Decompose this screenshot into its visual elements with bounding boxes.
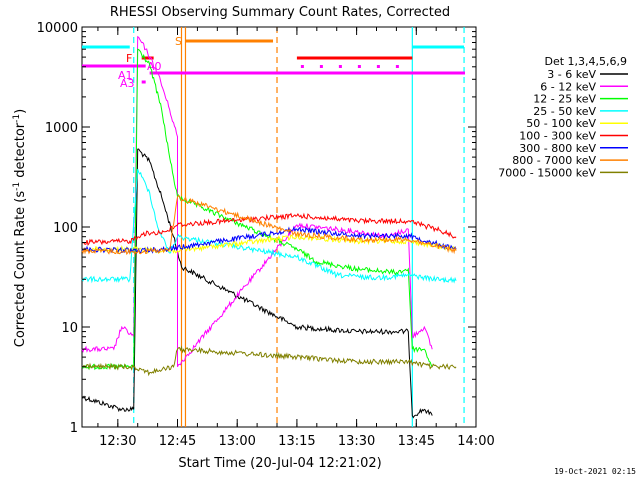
x-tick-label: 13:15 [278, 434, 315, 449]
chart-title: RHESSI Observing Summary Count Rates, Co… [110, 5, 450, 20]
annotation-letter: A3 [120, 77, 135, 90]
y-tick-label: 1 [70, 421, 78, 436]
status-flag-dot [300, 65, 304, 68]
legend-label: 300 - 800 keV [519, 142, 596, 155]
x-tick-label: 12:30 [99, 434, 136, 449]
x-tick-label: 13:30 [338, 434, 375, 449]
y-tick-label: 10 [61, 321, 78, 336]
x-tick-label: 13:45 [398, 434, 435, 449]
x-axis-title: Start Time (20-Jul-04 12:21:02) [178, 456, 381, 471]
series-line [81, 226, 457, 255]
series-line [81, 194, 457, 256]
y-tick-label: 10000 [37, 21, 78, 36]
series-line [81, 148, 433, 419]
series-layer [81, 35, 457, 419]
timestamp: 19-Oct-2021 02:15 [554, 467, 636, 476]
legend-label: 7000 - 15000 keV [498, 166, 596, 179]
annotation-letter: S [175, 35, 182, 48]
legend-label: 6 - 12 keV [540, 80, 596, 93]
status-flag-dot [319, 65, 323, 68]
x-tick-label: 13:00 [218, 434, 255, 449]
x-tick-label: 12:45 [159, 434, 196, 449]
legend-title: Det 1,3,4,5,6,9 [544, 55, 627, 68]
legend-label: 50 - 100 keV [526, 117, 596, 130]
series-line [81, 168, 457, 284]
annotation-letter: F [126, 52, 132, 65]
y-tick-label: 1000 [45, 121, 78, 136]
legend-label: 12 - 25 keV [533, 93, 596, 106]
annotation-letter: A1 [118, 69, 133, 82]
series-line [81, 35, 433, 368]
status-flag-dot [376, 65, 380, 68]
status-flag-dot [338, 65, 342, 68]
status-flag-dot [357, 65, 361, 68]
legend-label: 3 - 6 keV [547, 68, 596, 81]
y-tick-label: 100 [53, 221, 78, 236]
y-axis-title: Corrected Count Rate (s-1 detector-1) [12, 109, 28, 347]
series-line [81, 212, 457, 246]
x-axis: 12:30 12:45 13:00 13:15 13:30 13:45 14:00 [97, 27, 495, 449]
legend-label: 800 - 7000 keV [512, 154, 596, 167]
x-tick-label: 14:00 [457, 434, 494, 449]
y-axis: 1 10 100 1000 10000 [37, 21, 476, 436]
legend-label: 100 - 300 keV [519, 130, 596, 143]
status-flag-dot [395, 65, 399, 68]
legend-label: 25 - 50 keV [533, 105, 596, 118]
annotation-letter: A0 [147, 60, 162, 73]
series-line [81, 48, 433, 371]
series-line [81, 345, 457, 377]
